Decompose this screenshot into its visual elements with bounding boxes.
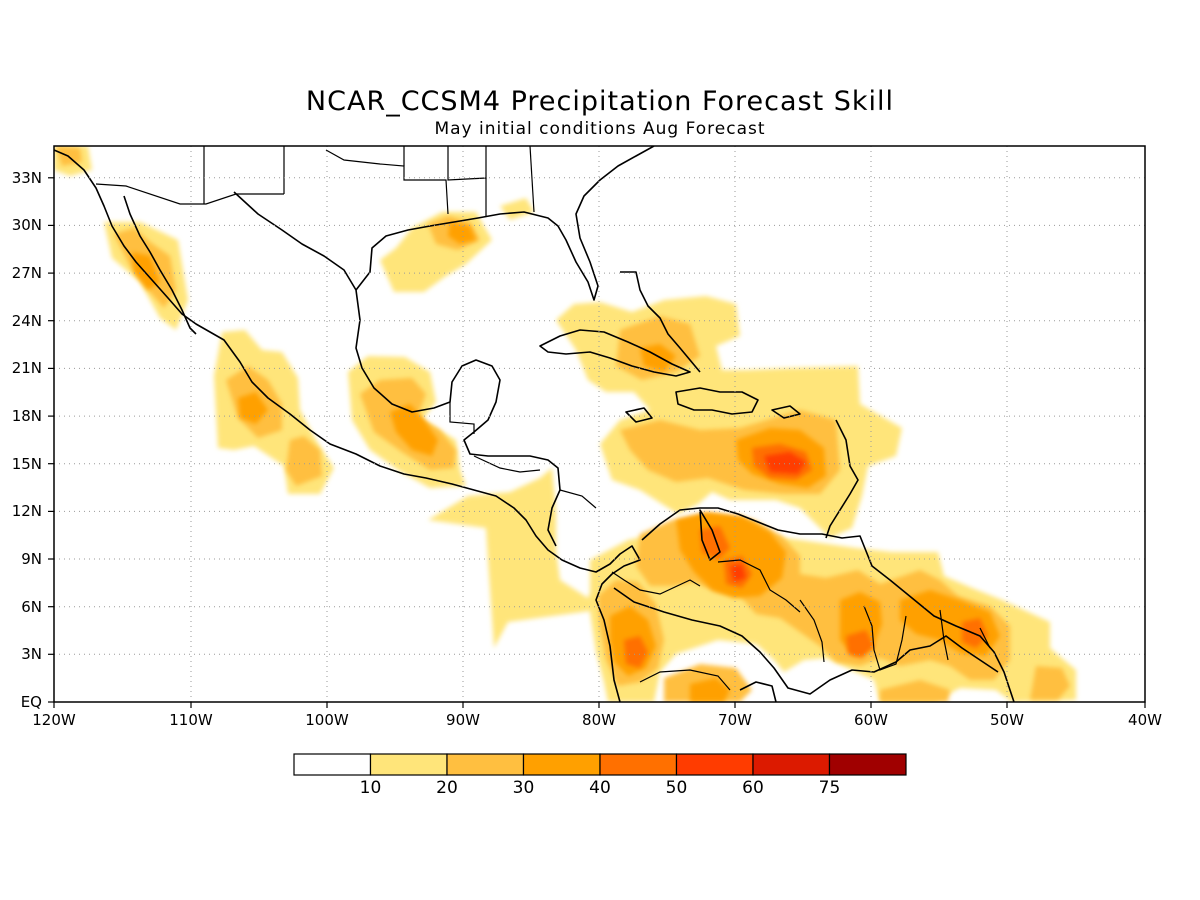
- x-tick-label: 50W: [990, 711, 1024, 729]
- colorbar-label: 75: [819, 778, 841, 798]
- political-borders: [95, 146, 991, 691]
- x-tick-label: 70W: [718, 711, 752, 729]
- y-axis-labels: EQ 3N 6N 9N 12N 15N 18N 21N 24N 27N 30N …: [12, 169, 42, 711]
- colorbar-swatch: [599, 753, 678, 776]
- skill-shading: [54, 146, 1076, 702]
- y-tick-label: 3N: [21, 645, 42, 663]
- y-tick-label: 30N: [12, 216, 42, 234]
- x-tick-label: 80W: [582, 711, 616, 729]
- y-tick-label: 9N: [21, 550, 42, 568]
- x-tick-label: 120W: [32, 711, 76, 729]
- colorbar-swatch: [522, 753, 601, 776]
- y-tick-label: EQ: [21, 693, 42, 711]
- colorbar-swatch: [752, 753, 831, 776]
- map-title: NCAR_CCSM4 Precipitation Forecast Skill: [305, 86, 895, 117]
- colorbar-swatch: [828, 753, 907, 776]
- colorbar-label: 60: [742, 778, 764, 798]
- x-tick-label: 110W: [169, 711, 213, 729]
- y-tick-label: 27N: [12, 264, 42, 282]
- colorbar-labels: 10 20 30 40 50 60 75: [360, 778, 841, 798]
- colorbar-swatch: [675, 753, 754, 776]
- x-tick-label: 100W: [305, 711, 349, 729]
- y-tick-label: 21N: [12, 359, 42, 377]
- y-tick-label: 12N: [12, 502, 42, 520]
- y-tick-label: 15N: [12, 455, 42, 473]
- gridlines: [54, 146, 1145, 702]
- colorbar-swatch: [293, 753, 372, 776]
- y-tick-label: 33N: [12, 169, 42, 187]
- y-tick-label: 24N: [12, 312, 42, 330]
- x-tick-label: 60W: [854, 711, 888, 729]
- coastlines: [54, 146, 1015, 702]
- x-tick-label: 90W: [446, 711, 480, 729]
- x-tick-label: 40W: [1128, 711, 1162, 729]
- colorbar: [293, 753, 907, 776]
- colorbar-swatch: [369, 753, 448, 776]
- colorbar-label: 10: [360, 778, 382, 798]
- colorbar-label: 30: [513, 778, 535, 798]
- colorbar-label: 50: [666, 778, 688, 798]
- skill-level-50-60: [730, 452, 806, 582]
- x-axis-labels: 120W 110W 100W 90W 80W 70W 60W 50W 40W: [32, 711, 1162, 729]
- colorbar-swatch: [446, 753, 525, 776]
- y-tick-label: 18N: [12, 407, 42, 425]
- colorbar-label: 20: [436, 778, 458, 798]
- map-subtitle: May initial conditions Aug Forecast: [434, 119, 766, 139]
- colorbar-label: 40: [589, 778, 611, 798]
- axis-ticks: [48, 177, 1146, 708]
- y-tick-label: 6N: [21, 598, 42, 616]
